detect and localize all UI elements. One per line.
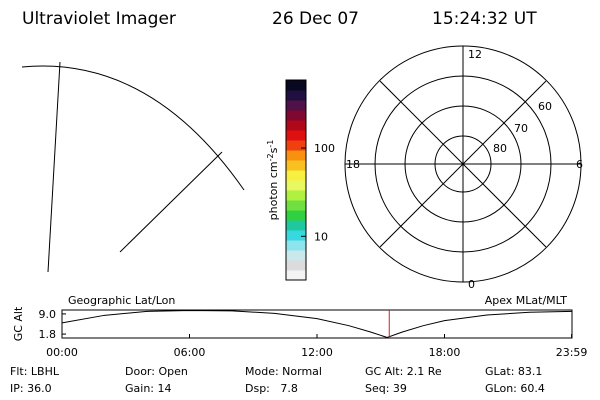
hour-label: 6 — [576, 158, 583, 171]
color-band — [286, 140, 306, 151]
colorbar-tick-label: 100 — [314, 142, 335, 155]
status-field: Gain: 14 — [125, 382, 172, 395]
status-field: GC Alt: 2.1 Re — [365, 365, 442, 378]
color-band — [286, 200, 306, 211]
y-tick-label: 9.0 — [39, 308, 57, 321]
map-outline — [21, 61, 245, 273]
colorbar-tick-label: 10 — [314, 230, 328, 243]
status-field: Mode: Normal — [245, 365, 322, 378]
color-band — [286, 180, 306, 191]
color-band — [286, 130, 306, 141]
color-band — [286, 240, 306, 251]
status-field: Seq: 39 — [365, 382, 407, 395]
x-tick-label: 00:00 — [46, 346, 78, 359]
colorbar-label: photon cm-2s-1 — [266, 140, 280, 221]
polar-grid — [344, 45, 582, 283]
hour-label: 18 — [346, 158, 360, 171]
color-band — [286, 210, 306, 221]
color-band — [286, 80, 306, 91]
color-band — [286, 150, 306, 161]
label-exp: -2 — [266, 153, 275, 161]
label-text: photon cm — [267, 161, 280, 220]
timeline-label: Geographic Lat/Lon — [68, 294, 175, 307]
status-field: Door: Open — [125, 365, 188, 378]
y-tick-label: 1.8 — [39, 328, 57, 341]
label-unit: s — [267, 147, 280, 153]
color-band — [286, 90, 306, 101]
hour-label: 0 — [468, 278, 475, 291]
x-tick-label: 18:00 — [429, 346, 461, 359]
color-band — [286, 220, 306, 231]
label-exp: -1 — [266, 140, 275, 148]
color-band — [286, 250, 306, 261]
color-band — [286, 270, 306, 281]
title: Ultraviolet Imager — [22, 9, 176, 29]
color-band — [286, 190, 306, 201]
lat-label: 60 — [538, 100, 552, 113]
altitude-curve — [61, 310, 573, 338]
x-tick-label: 12:00 — [301, 346, 333, 359]
status-field: GLon: 60.4 — [485, 382, 545, 395]
y-axis-label: GC Alt — [12, 306, 25, 341]
color-band — [286, 100, 306, 111]
lat-label: 70 — [514, 122, 528, 135]
time: 15:24:32 UT — [432, 9, 537, 29]
color-band — [286, 120, 306, 131]
status-field: GLat: 83.1 — [485, 365, 542, 378]
x-tick-label: 06:00 — [174, 346, 206, 359]
color-band — [286, 160, 306, 171]
lat-label: 80 — [493, 142, 507, 155]
status-field: IP: 36.0 — [10, 382, 52, 395]
status-field: Flt: LBHL — [10, 365, 60, 378]
color-band — [286, 110, 306, 121]
color-band — [286, 170, 306, 181]
date: 26 Dec 07 — [272, 9, 359, 29]
color-band — [286, 260, 306, 271]
status-field: Dsp: 7.8 — [245, 382, 298, 395]
hour-label: 12 — [468, 48, 482, 61]
timeline-label: Apex MLat/MLT — [485, 294, 568, 307]
colorbar-frame — [285, 79, 307, 281]
color-band — [286, 230, 306, 241]
x-tick-label: 23:59 — [556, 346, 588, 359]
